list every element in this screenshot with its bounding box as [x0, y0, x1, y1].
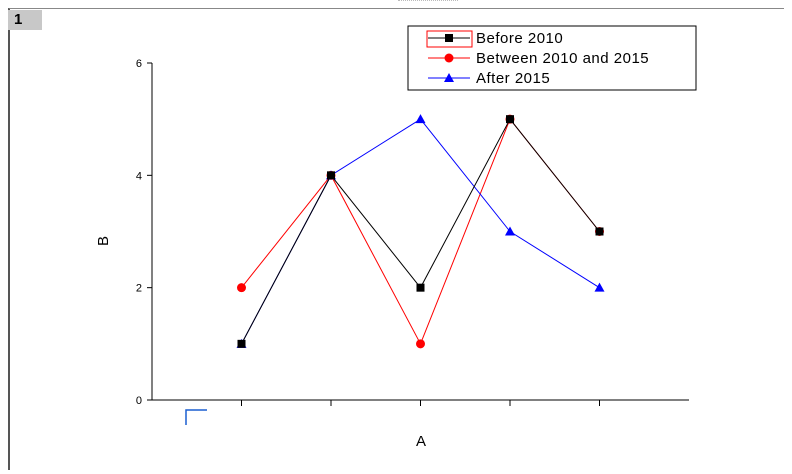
- ruler-mark: [398, 0, 458, 7]
- legend[interactable]: Before 2010 Between 2010 and 2015 After 20…: [407, 25, 697, 91]
- legend-marker-2: [444, 73, 454, 82]
- series-layer: [236, 114, 605, 349]
- legend-label-2: After 2015: [476, 70, 550, 87]
- data-point-2: [505, 226, 515, 236]
- data-point-0: [506, 115, 514, 124]
- x-ticks: [241, 400, 600, 406]
- legend-label-0: Before 2010: [476, 30, 563, 47]
- series-line-1: [241, 118, 600, 346]
- x-axis-title: A: [416, 433, 426, 450]
- corner-bracket-icon[interactable]: [185, 409, 207, 425]
- y-tick-label: 4: [136, 170, 142, 182]
- y-ticks: 0 2 4 6: [136, 58, 152, 407]
- y-tick-label: 0: [136, 395, 142, 407]
- layer-tab[interactable]: 1: [8, 10, 42, 30]
- data-point-1: [237, 283, 246, 293]
- axes: [151, 63, 689, 401]
- data-point-2: [594, 282, 605, 292]
- data-point-1: [416, 339, 425, 349]
- series-line-2: [241, 118, 600, 345]
- data-point-2: [415, 114, 426, 124]
- data-point-0: [237, 339, 246, 348]
- y-tick-label: 6: [136, 58, 142, 70]
- data-point-0: [595, 227, 604, 236]
- series-line-0: [241, 118, 600, 345]
- y-axis-title: B: [95, 236, 112, 246]
- graph-page-frame: [8, 8, 784, 470]
- legend-label-1: Between 2010 and 2015: [476, 50, 649, 67]
- legend-highlight: [426, 30, 473, 48]
- legend-marker-0: [445, 34, 453, 42]
- data-point-0: [416, 283, 425, 292]
- y-tick-label: 2: [136, 283, 142, 295]
- legend-marker-1: [444, 53, 454, 63]
- data-point-0: [327, 171, 335, 180]
